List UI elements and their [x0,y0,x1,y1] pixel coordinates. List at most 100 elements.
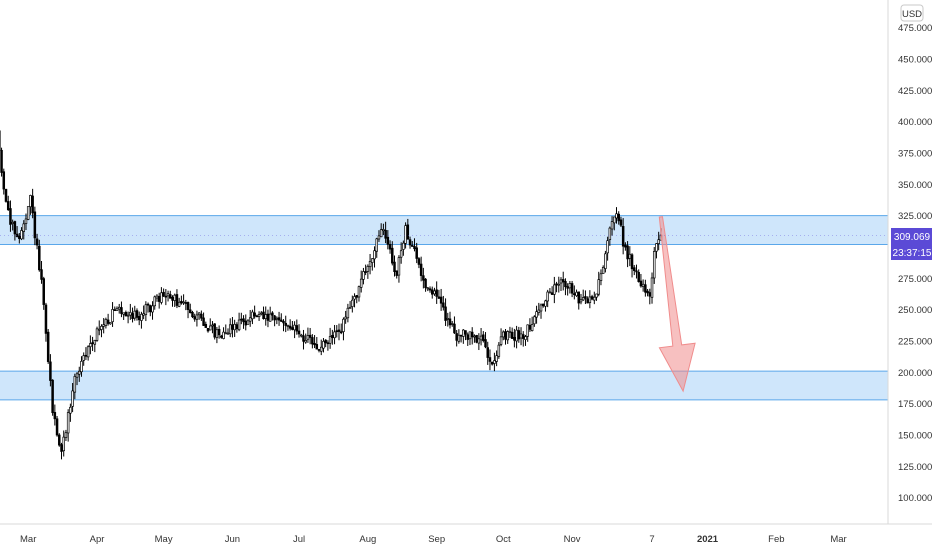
y-tick-label: 250.000 [898,305,932,316]
candle [436,281,438,304]
candle-body [47,332,49,361]
candle-body [36,239,38,245]
candle [249,310,251,327]
candle [560,277,562,291]
y-tick-label: 450.000 [898,55,932,66]
candle [176,289,178,308]
candle [516,326,518,348]
candle-body [205,324,207,327]
candle [636,265,638,279]
candle-body [192,312,194,316]
candle-body [249,318,251,321]
candle [214,323,216,339]
candle [156,294,158,302]
candle [300,334,302,338]
candle [207,328,209,333]
candle-body [180,301,182,303]
candle [178,298,180,307]
candle-body [434,291,436,294]
candle [511,328,513,339]
x-tick-label: Sep [428,534,445,545]
candle [258,311,260,321]
currency-badge[interactable]: USD [901,5,923,21]
candle-body [396,271,398,276]
candle-body [311,338,313,344]
candle-body [431,290,433,294]
x-tick-label: 2021 [697,534,719,545]
candle [85,347,87,360]
candle-body [227,333,229,334]
candle-body [656,244,658,252]
candle-body [280,320,282,321]
candle-body [565,281,567,286]
candle [509,327,511,338]
candle-body [112,309,114,321]
candle-body [343,319,345,331]
candle [294,321,296,338]
candle-body [61,445,63,452]
candle [3,169,5,195]
candle [316,337,318,349]
candle [136,308,138,320]
candle-body [647,291,649,293]
candle [41,261,43,284]
candle-body [600,274,602,281]
zone-2 [0,371,888,400]
candle-body [471,332,473,337]
time-axis[interactable]: FebMarAprMayJunJulAugSepOctNov72021FebMa… [0,534,847,545]
candle-body [38,246,40,270]
candle [103,318,105,333]
candle [198,312,200,320]
candle-body [545,301,547,306]
candle [96,327,98,342]
y-tick-label: 425.000 [898,86,932,97]
candle [311,334,313,348]
candle-body [496,356,498,362]
candle [394,256,396,277]
candle [118,304,120,314]
candle-body [265,315,267,319]
candle-body [225,333,227,334]
candle-body [385,230,387,238]
candle-body [653,251,655,278]
candle-body [644,285,646,292]
candle-body [300,335,302,336]
candle [129,304,131,320]
last-price-marker: 309.069 23:37:15 [891,228,932,260]
candle [289,319,291,330]
candle-body [247,321,249,325]
candle [589,290,591,308]
candle-body [449,319,451,325]
candle-body [383,229,385,230]
candle [263,307,265,320]
candle-body [269,314,271,321]
candle-body [578,292,580,303]
candle [27,207,29,221]
candle [338,324,340,341]
candle [347,304,349,322]
candle [69,404,71,422]
candle-body [3,172,5,189]
candle [520,327,522,345]
candle-body [587,299,589,303]
candle-body [152,306,154,312]
candle-body [200,314,202,318]
candle [147,302,149,312]
price-axis[interactable]: 100.000125.000150.000175.000200.000225.0… [898,23,932,504]
candle-body [220,336,222,337]
candle [309,328,311,344]
candle [502,330,504,340]
candle-body [309,335,311,337]
candle-body [571,284,573,294]
candle-body [229,325,231,334]
x-tick-label: 7 [649,534,654,545]
candle-body [411,245,413,246]
candle [363,268,365,284]
candle [43,277,45,310]
candle-body [76,374,78,377]
candle [593,292,595,304]
candle [551,286,553,295]
support-resistance-zones [0,216,888,400]
